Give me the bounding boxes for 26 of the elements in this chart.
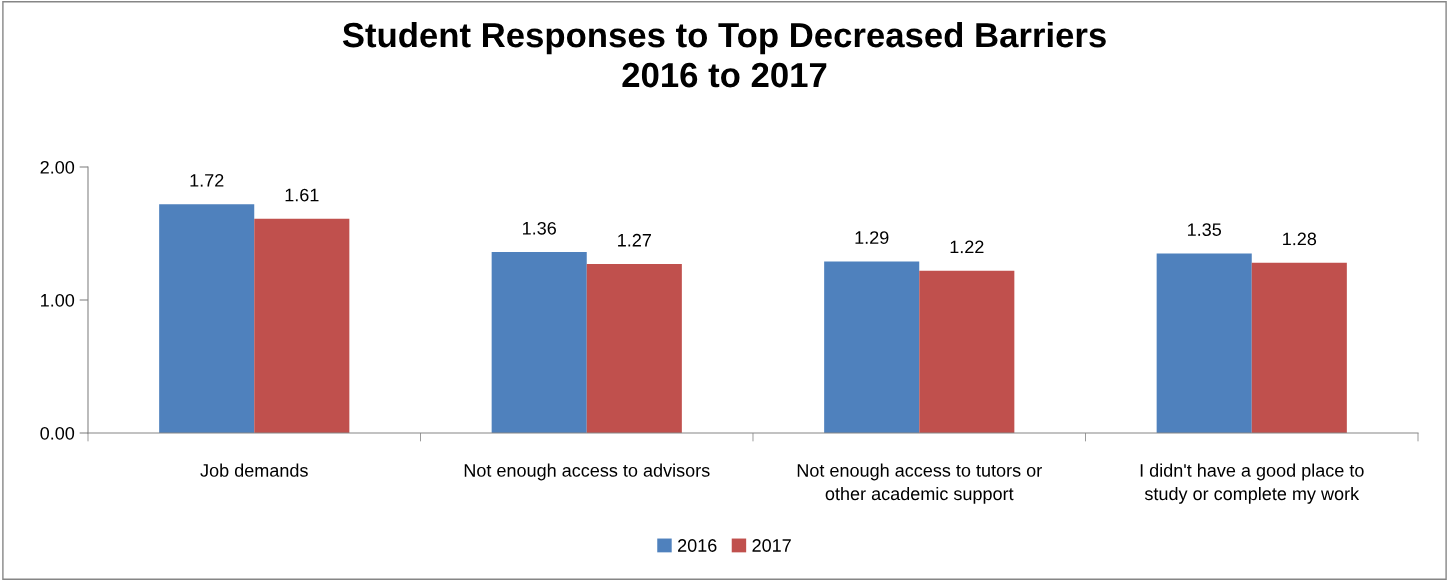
x-tick-label: Not enough access to advisors — [464, 463, 710, 481]
data-label: 1.35 — [1188, 223, 1222, 236]
data-label: 1.36 — [523, 221, 556, 235]
y-tick-label: 1.00 — [41, 293, 75, 307]
bar — [586, 264, 682, 433]
y-tick-label: 2.00 — [40, 160, 75, 174]
chart-title: Student Responses to Top Decreased Barriers 2016 to 2017 — [342, 21, 1106, 88]
x-tick-label: I didn't have a good place to study or complete my work — [1140, 463, 1364, 504]
bar — [919, 270, 1015, 433]
bar — [254, 218, 350, 433]
bar — [1156, 253, 1252, 433]
bar — [1251, 262, 1347, 433]
data-label: 1.72 — [190, 174, 224, 187]
data-label: 1.22 — [950, 240, 984, 254]
bar — [491, 252, 587, 433]
legend-label: 2017 — [752, 539, 791, 552]
data-label: 1.61 — [285, 188, 319, 202]
y-tick-label: 0.00 — [40, 426, 75, 440]
x-tick-label: Not enough access to tutors or other academic support — [797, 463, 1042, 504]
data-label: 1.28 — [1283, 232, 1317, 246]
x-tick-label: Job demands — [200, 463, 308, 477]
bar — [824, 261, 920, 433]
bar — [159, 204, 255, 433]
data-label: 1.29 — [855, 231, 889, 244]
data-label: 1.27 — [618, 233, 651, 247]
legend-label: 2016 — [678, 539, 717, 552]
